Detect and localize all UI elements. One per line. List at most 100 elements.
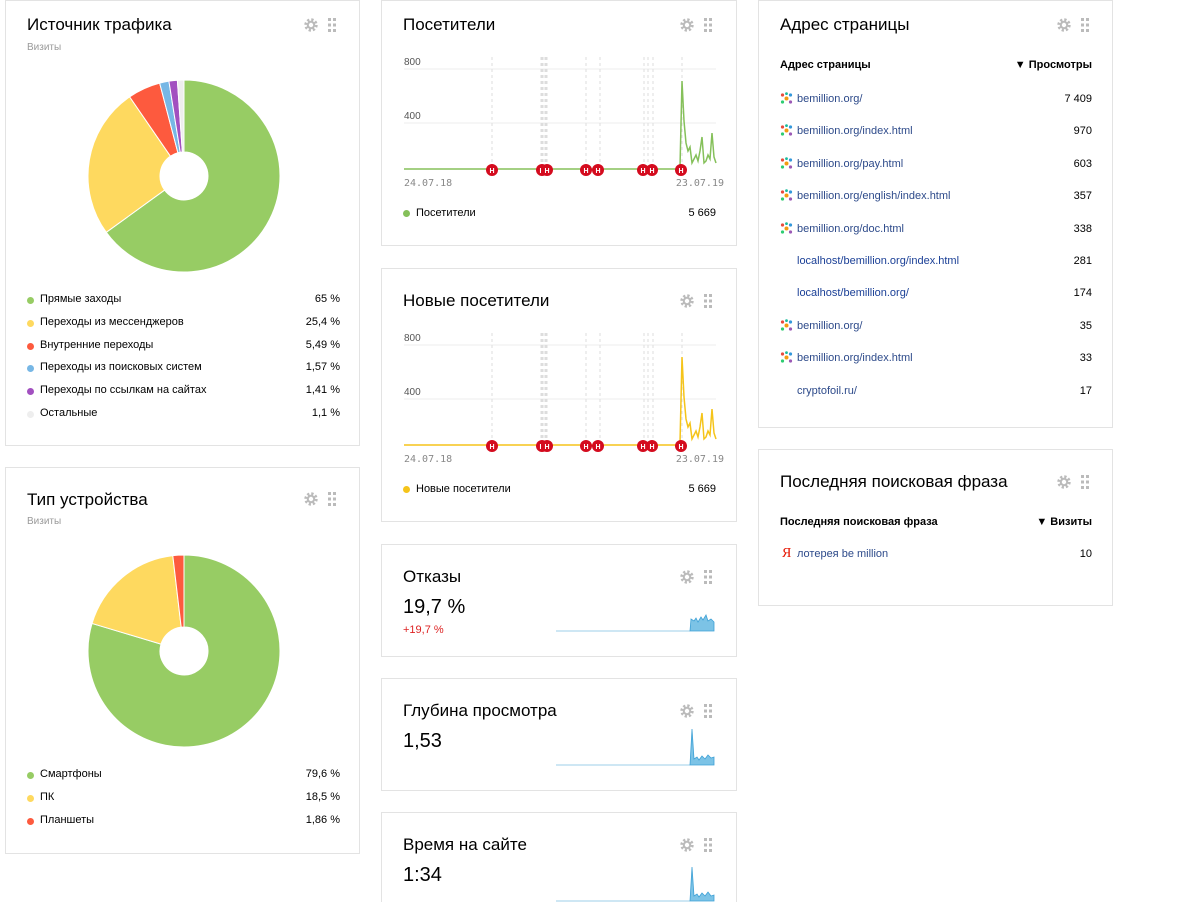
- drag-handle-icon[interactable]: [1080, 474, 1090, 490]
- views-value: 17: [1079, 384, 1092, 397]
- page-url-link[interactable]: localhost/bemillion.org/index.html: [797, 255, 960, 267]
- legend-item[interactable]: Остальные 1,1 %: [27, 406, 340, 428]
- legend-item[interactable]: Переходы по ссылкам на сайтах 1,41 %: [27, 383, 340, 405]
- gear-icon[interactable]: [679, 17, 695, 33]
- donut-slice[interactable]: [176, 80, 185, 153]
- drag-handle-icon[interactable]: [703, 293, 713, 309]
- metric-value: 1,53: [403, 730, 442, 752]
- x-end-date: 23.07.19: [676, 178, 724, 189]
- drag-handle-icon[interactable]: [327, 17, 337, 33]
- annotation-marker-icon: [646, 164, 658, 176]
- column-header-page[interactable]: Адрес страницы: [780, 59, 871, 71]
- legend-item[interactable]: Смартфоны 79,6 %: [27, 767, 340, 789]
- drag-handle-icon[interactable]: [703, 569, 713, 585]
- table-header: Адрес страницы ▼ Просмотры: [780, 59, 1092, 71]
- widget-tools: [679, 703, 719, 721]
- annotation-marker-label: Н: [544, 168, 549, 175]
- page-url-link[interactable]: localhost/bemillion.org/: [797, 287, 909, 300]
- gear-icon[interactable]: [303, 17, 319, 33]
- widget-subtitle: Визиты: [27, 516, 62, 527]
- annotation-marker-label: Н: [595, 444, 600, 451]
- legend-label: Внутренние переходы: [40, 338, 154, 351]
- annotation-marker-icon: [592, 164, 604, 176]
- page-url-link[interactable]: bemillion.org/index.html: [797, 352, 913, 365]
- legend-item[interactable]: Прямые заходы 65 %: [27, 292, 340, 314]
- legend-value: 1,41 %: [305, 384, 340, 397]
- legend-item[interactable]: Внутренние переходы 5,49 %: [27, 338, 340, 360]
- page-url-link[interactable]: bemillion.org/: [797, 319, 863, 332]
- legend-dot: [27, 297, 34, 304]
- gear-icon[interactable]: [679, 837, 695, 853]
- legend-item[interactable]: Переходы из поисковых систем 1,57 %: [27, 360, 340, 382]
- legend-label: Планшеты: [40, 813, 95, 826]
- column-header-views[interactable]: ▼ Просмотры: [1014, 59, 1092, 71]
- gear-icon[interactable]: [679, 703, 695, 719]
- visitors-widget: Посетители 800400НННННННН24.07.1823.07.1…: [381, 0, 737, 246]
- donut-slice[interactable]: [88, 555, 280, 747]
- annotation-marker-icon: [646, 440, 658, 452]
- widget-tools: [679, 837, 719, 855]
- table-row: localhost/bemillion.org/174: [780, 285, 1092, 309]
- legend-value: 65 %: [314, 293, 340, 305]
- legend-dot: [27, 794, 34, 802]
- widget-title: Посетители: [403, 15, 496, 34]
- views-value: 35: [1079, 319, 1092, 332]
- widget-title: Время на сайте: [403, 835, 527, 854]
- page-url-link[interactable]: bemillion.org/pay.html: [797, 157, 904, 170]
- site-favicon-icon: [780, 351, 793, 364]
- y-tick-label: 400: [404, 111, 421, 122]
- donut-slice[interactable]: [88, 96, 172, 234]
- table-row: cryptofoil.ru/17: [780, 383, 1092, 407]
- donut-slice[interactable]: [105, 80, 280, 272]
- page-url-link[interactable]: bemillion.org/index.html: [797, 125, 913, 138]
- annotation-marker-label: Н: [649, 444, 654, 451]
- gear-icon[interactable]: [679, 293, 695, 309]
- annotation-marker-label: Н: [583, 444, 588, 451]
- legend-dot: [27, 388, 34, 396]
- annotation-marker-label: Н: [678, 444, 683, 451]
- drag-handle-icon[interactable]: [703, 703, 713, 719]
- views-value: 970: [1073, 125, 1092, 138]
- gear-icon[interactable]: [1056, 474, 1072, 490]
- page-url-link[interactable]: bemillion.org/doc.html: [797, 222, 904, 235]
- donut-slice[interactable]: [91, 555, 182, 645]
- table-row: bemillion.org/english/index.html 357: [780, 188, 1092, 212]
- page-url-link[interactable]: cryptofoil.ru/: [797, 384, 857, 397]
- drag-handle-icon[interactable]: [1080, 17, 1090, 33]
- gear-icon[interactable]: [303, 491, 319, 507]
- search-phrase-link[interactable]: лотерея be million: [797, 548, 889, 560]
- column-header-visits[interactable]: ▼ Визиты: [1036, 516, 1092, 528]
- traffic-source-widget: Источник трафика Визиты Прямые заходы 65 …: [5, 0, 360, 446]
- widget-title: Глубина просмотра: [403, 701, 557, 720]
- views-value: 603: [1073, 157, 1092, 170]
- legend-dot: [27, 365, 34, 373]
- column-header-phrase[interactable]: Последняя поисковая фраза: [780, 516, 938, 528]
- page-url-link[interactable]: bemillion.org/english/index.html: [797, 190, 951, 203]
- page-address-widget: Адрес страницы Адрес страницы ▼ Просмотр…: [758, 0, 1113, 428]
- page-url-link[interactable]: bemillion.org/: [797, 93, 863, 105]
- site-favicon-icon: [780, 124, 793, 137]
- widget-tools: [679, 569, 719, 587]
- table-row: localhost/bemillion.org/index.html 281: [780, 253, 1092, 277]
- table-row: bemillion.org/pay.html 603: [780, 156, 1092, 180]
- last-search-widget: Последняя поисковая фраза Последняя поис…: [758, 449, 1113, 606]
- time-on-site-widget: Время на сайте 1:34: [381, 812, 737, 902]
- series-dot: [403, 210, 410, 217]
- widget-tools: [303, 17, 343, 35]
- annotation-marker-icon: [486, 164, 498, 176]
- gear-icon[interactable]: [1056, 17, 1072, 33]
- annotation-marker-label: Н: [489, 168, 494, 175]
- legend-item[interactable]: ПК 18,5 %: [27, 790, 340, 812]
- drag-handle-icon[interactable]: [703, 17, 713, 33]
- drag-handle-icon[interactable]: [327, 491, 337, 507]
- series-label: Новые посетители: [416, 483, 511, 495]
- x-end-date: 23.07.19: [676, 454, 724, 465]
- donut-slice[interactable]: [172, 555, 185, 628]
- metric-delta: +19,7 %: [403, 624, 444, 636]
- drag-handle-icon[interactable]: [703, 837, 713, 853]
- annotation-marker-label: Н: [649, 168, 654, 175]
- gear-icon[interactable]: [679, 569, 695, 585]
- legend-item[interactable]: Переходы из мессенджеров 25,4 %: [27, 315, 340, 337]
- site-favicon-icon: [780, 92, 793, 105]
- legend-item[interactable]: Планшеты 1,86 %: [27, 813, 340, 835]
